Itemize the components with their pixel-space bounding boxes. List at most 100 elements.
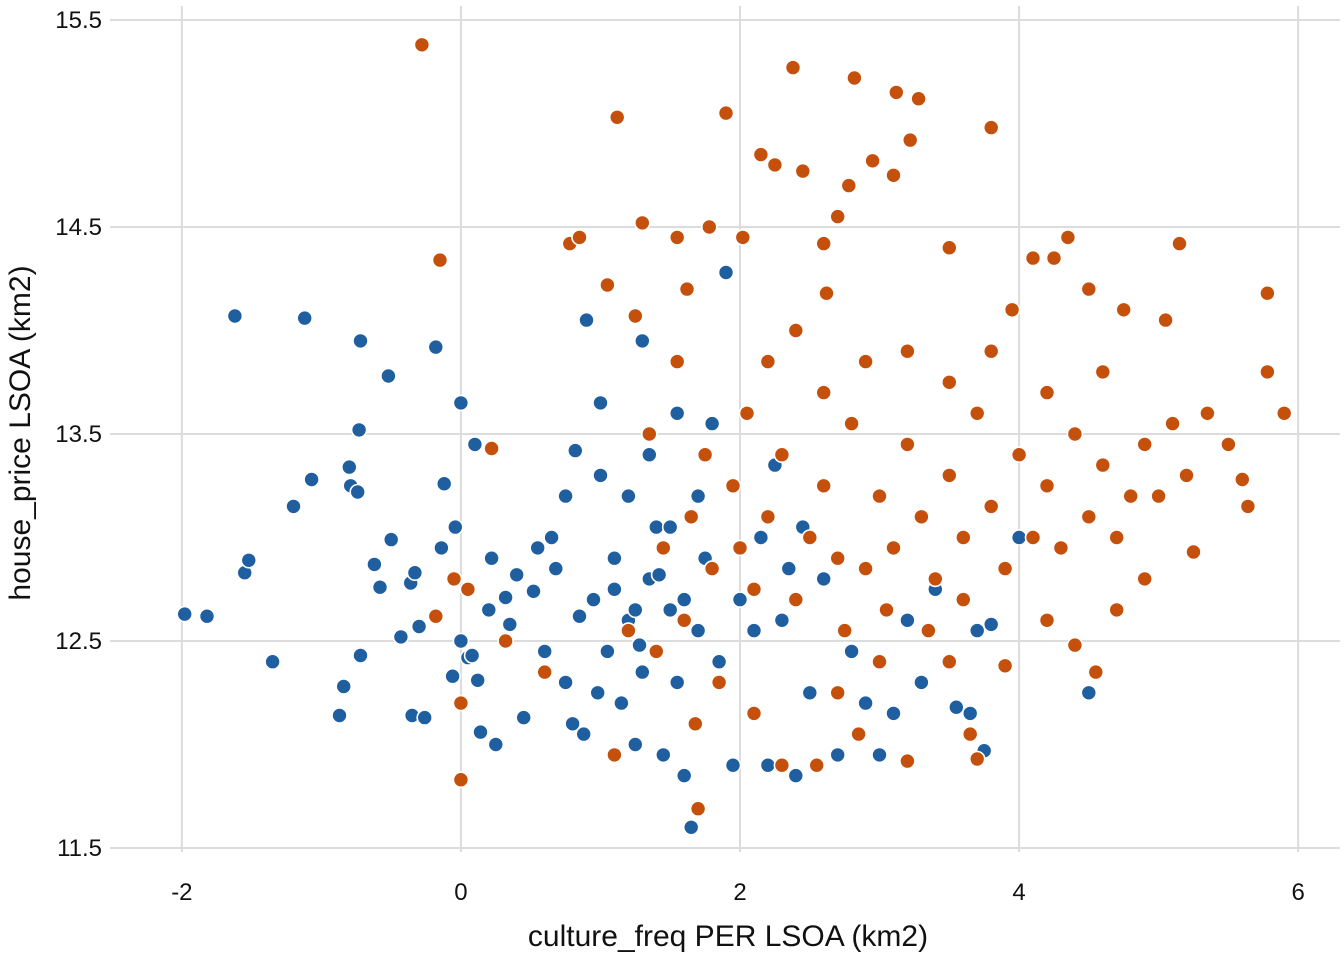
scatter-point (371, 578, 389, 596)
scatter-point (1059, 229, 1077, 246)
scatter-point (431, 251, 449, 269)
scatter-point (1080, 508, 1098, 526)
scatter-point (626, 736, 644, 753)
scatter-point (1171, 235, 1188, 252)
scatter-point (899, 611, 916, 629)
scatter-point (1220, 436, 1237, 453)
scatter-point (696, 446, 714, 464)
scatter-point (564, 715, 581, 733)
scatter-point (710, 674, 728, 691)
scatter-point (406, 564, 424, 582)
scatter-point (445, 570, 463, 588)
scatter-point (857, 560, 874, 577)
scatter-point (1150, 487, 1167, 505)
scatter-point (961, 705, 979, 722)
scatter-point (682, 508, 700, 526)
scatter-point (675, 591, 693, 608)
scatter-point (350, 421, 368, 439)
scatter-point (1164, 415, 1181, 432)
scatter-point (682, 818, 700, 836)
scatter-point (1010, 446, 1028, 464)
scatter-point (829, 549, 847, 567)
scatter-point (633, 663, 651, 681)
scatter-point (734, 229, 752, 246)
scatter-point (759, 756, 777, 774)
scatter-point (815, 384, 833, 401)
x-tick-label: -2 (171, 879, 192, 906)
scatter-point (850, 725, 867, 743)
scatter-point (240, 551, 258, 569)
scatter-point (654, 539, 672, 557)
scatter-point (843, 643, 860, 660)
scatter-point (571, 607, 588, 625)
scatter-point (529, 539, 547, 557)
scatter-point (843, 415, 860, 432)
scatter-point (640, 446, 658, 464)
scatter-point (380, 367, 397, 385)
scatter-point (1094, 363, 1112, 381)
scatter-point (815, 477, 833, 495)
scatter-point (940, 239, 958, 256)
scatter-point (444, 667, 461, 685)
scatter-point (724, 756, 742, 774)
scatter-point (647, 643, 665, 660)
scatter-point (836, 622, 854, 639)
scatter-point (497, 589, 514, 606)
scatter-point (366, 556, 383, 573)
scatter-point (731, 539, 749, 557)
scatter-point (913, 674, 930, 691)
scatter-point (463, 647, 481, 664)
scatter-point (885, 705, 902, 722)
scatter-point (899, 436, 916, 453)
scatter-point (452, 771, 470, 789)
scatter-point (631, 636, 648, 654)
scatter-point (920, 622, 937, 639)
scatter-point (878, 601, 895, 619)
scatter-point (871, 487, 888, 505)
scatter-point (717, 264, 735, 281)
scatter-point (452, 632, 470, 650)
scatter-point (864, 152, 881, 170)
scatter-point (483, 549, 500, 567)
scatter-point (1234, 471, 1251, 488)
scatter-point (689, 487, 707, 505)
scatter-point (1259, 284, 1276, 302)
scatter-point (176, 605, 193, 623)
scatter-point (608, 109, 626, 126)
scatter-point (427, 607, 445, 625)
scatter-point (689, 622, 707, 639)
scatter-point (982, 342, 1000, 360)
scatter-point (700, 218, 718, 236)
scatter-point (954, 529, 972, 546)
scatter-point (752, 146, 770, 163)
scatter-point (410, 618, 428, 635)
scatter-point (1066, 425, 1084, 443)
scatter-point (808, 756, 826, 774)
scatter-point (647, 518, 665, 536)
scatter-point (585, 591, 602, 608)
scatter-point (668, 674, 686, 691)
scatter-point (501, 616, 519, 633)
scatter-point (703, 560, 721, 577)
scatter-point (543, 529, 560, 546)
scatter-point (926, 570, 944, 588)
scatter-point (285, 498, 302, 515)
y-tick-label: 13.5 (55, 421, 102, 448)
scatter-point (871, 653, 888, 671)
scatter-point (738, 404, 756, 422)
scatter-point (885, 167, 902, 184)
scatter-point (589, 684, 607, 702)
scatter-point (459, 580, 477, 598)
scatter-point (382, 531, 400, 548)
scatter-point (452, 394, 470, 412)
scatter-point (592, 394, 609, 412)
scatter-point (525, 582, 542, 600)
scatter-point (1239, 498, 1257, 515)
scatter-point (472, 723, 489, 741)
scatter-point (446, 518, 464, 536)
scatter-point (640, 425, 658, 443)
scatter-point (784, 59, 802, 76)
data-points (176, 36, 1293, 836)
scatter-point (1199, 404, 1216, 422)
scatter-point (435, 475, 453, 493)
